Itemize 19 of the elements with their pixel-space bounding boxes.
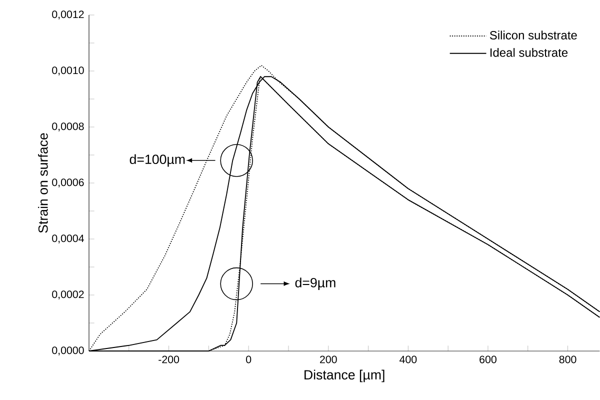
- y-tick-label: 0,0002: [52, 290, 84, 300]
- annotation: d=9µm: [295, 278, 336, 290]
- legend-label: Silicon substrate: [490, 30, 577, 40]
- y-tick-label: 0,0010: [52, 66, 84, 76]
- y-tick-label: 0,0000: [52, 346, 84, 356]
- y-tick-label: 0,0012: [52, 10, 84, 20]
- legend-label: Ideal substrate: [490, 48, 568, 57]
- y-tick-label: 0,0006: [52, 178, 84, 188]
- y-axis-title: Strain on surface: [38, 133, 48, 233]
- x-tick-label: 200: [320, 356, 337, 364]
- x-tick-label: 600: [480, 356, 496, 364]
- annotation: d=100µm: [130, 154, 185, 167]
- x-tick-label: 400: [400, 356, 417, 364]
- x-tick-label: 0: [246, 356, 252, 364]
- x-tick-label: 800: [559, 356, 576, 364]
- x-axis-title: Distance [µm]: [304, 370, 384, 382]
- y-tick-label: 0,0008: [52, 122, 84, 132]
- y-tick-label: 0,0004: [52, 234, 84, 244]
- x-tick-label: -200: [158, 356, 180, 364]
